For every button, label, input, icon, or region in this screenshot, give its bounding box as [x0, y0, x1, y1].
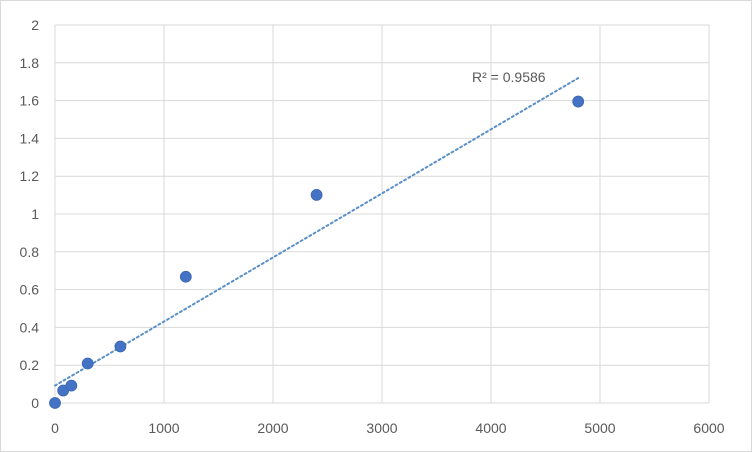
- y-tick-label: 0: [31, 395, 39, 411]
- x-tick-label: 1000: [148, 420, 179, 436]
- data-point: [81, 357, 94, 370]
- gridlines: [54, 24, 710, 404]
- y-tick-label: 0.4: [20, 319, 40, 335]
- x-tick-label: 6000: [693, 420, 724, 436]
- x-tick-label: 2000: [257, 420, 288, 436]
- data-point: [179, 270, 192, 283]
- y-tick-label: 1.6: [20, 93, 40, 109]
- y-tick-label: 1.4: [20, 130, 40, 146]
- x-tick-label: 4000: [475, 420, 506, 436]
- y-tick-label: 0.6: [20, 282, 40, 298]
- y-tick-label: 1: [31, 206, 39, 222]
- x-axis-tick-labels: 0 1000 2000 3000 4000 5000 6000: [51, 420, 725, 436]
- y-tick-label: 1.8: [20, 55, 40, 71]
- y-axis-tick-labels: 0 0.2 0.4 0.6 0.8 1 1.2 1.4 1.6 1.8 2: [20, 17, 40, 411]
- data-point: [572, 95, 585, 108]
- x-tick-label: 5000: [584, 420, 615, 436]
- y-tick-label: 1.2: [20, 168, 40, 184]
- data-point: [65, 379, 78, 392]
- y-tick-label: 2: [31, 17, 39, 33]
- data-point: [114, 340, 127, 353]
- x-tick-label: 3000: [366, 420, 397, 436]
- y-tick-label: 0.8: [20, 244, 40, 260]
- data-points: [49, 95, 585, 409]
- data-point: [49, 397, 61, 409]
- r-squared-label: R² = 0.9586: [472, 69, 546, 85]
- data-point: [310, 189, 323, 201]
- linear-trendline: [54, 77, 580, 387]
- y-tick-label: 0.2: [20, 357, 40, 373]
- trendline-layer: [54, 77, 580, 387]
- x-tick-label: 0: [51, 420, 59, 436]
